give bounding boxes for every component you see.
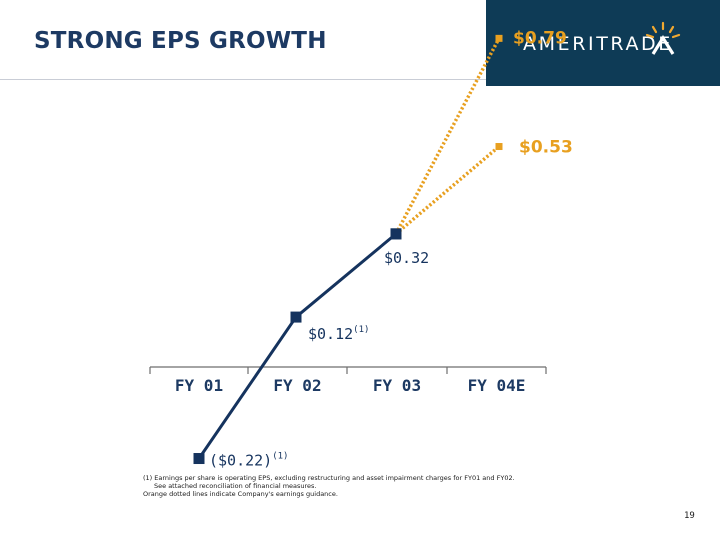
eps-actual-point bbox=[290, 311, 302, 323]
data-label-value: $0.12 bbox=[308, 325, 353, 343]
page-number: 19 bbox=[684, 511, 695, 521]
data-label-footnote-ref: (1) bbox=[272, 452, 288, 462]
footnote-3: Orange dotted lines indicate Company's e… bbox=[143, 490, 338, 498]
slide-title: STRONG EPS GROWTH bbox=[34, 28, 327, 54]
data-label: $0.53 bbox=[519, 138, 573, 158]
data-label-value: $0.53 bbox=[519, 138, 573, 158]
data-label: $0.32 bbox=[384, 249, 429, 267]
header-divider bbox=[0, 79, 486, 80]
x-tick-label: FY 04E bbox=[468, 376, 526, 395]
footnote-2: See attached reconciliation of financial… bbox=[154, 482, 317, 490]
eps-guidance-line bbox=[394, 37, 501, 235]
footnote-1: (1) Earnings per share is operating EPS,… bbox=[143, 474, 515, 482]
data-label: ($0.22)(1) bbox=[209, 452, 288, 470]
x-tick-label: FY 03 bbox=[373, 376, 421, 395]
logo-wordmark: AMERITRADE bbox=[523, 33, 673, 55]
data-label-value: $0.32 bbox=[384, 249, 429, 267]
eps-actual-point bbox=[193, 453, 205, 465]
data-label-value: ($0.22) bbox=[209, 452, 272, 470]
logo-starburst-icon bbox=[645, 21, 681, 55]
eps-guidance-point bbox=[495, 143, 503, 151]
eps-guidance-point bbox=[495, 34, 503, 42]
data-label: $0.12(1) bbox=[308, 325, 369, 343]
data-label-value: $0.79 bbox=[513, 28, 567, 48]
x-tick-label: FY 02 bbox=[273, 376, 321, 395]
eps-actual-line bbox=[197, 232, 397, 460]
data-label-footnote-ref: (1) bbox=[353, 325, 369, 335]
eps-guidance-line bbox=[394, 145, 501, 236]
eps-actual-point bbox=[390, 228, 402, 240]
x-tick-label: FY 01 bbox=[175, 376, 223, 395]
data-label: $0.79 bbox=[513, 28, 567, 48]
ameritrade-logo: AMERITRADE bbox=[486, 0, 720, 86]
